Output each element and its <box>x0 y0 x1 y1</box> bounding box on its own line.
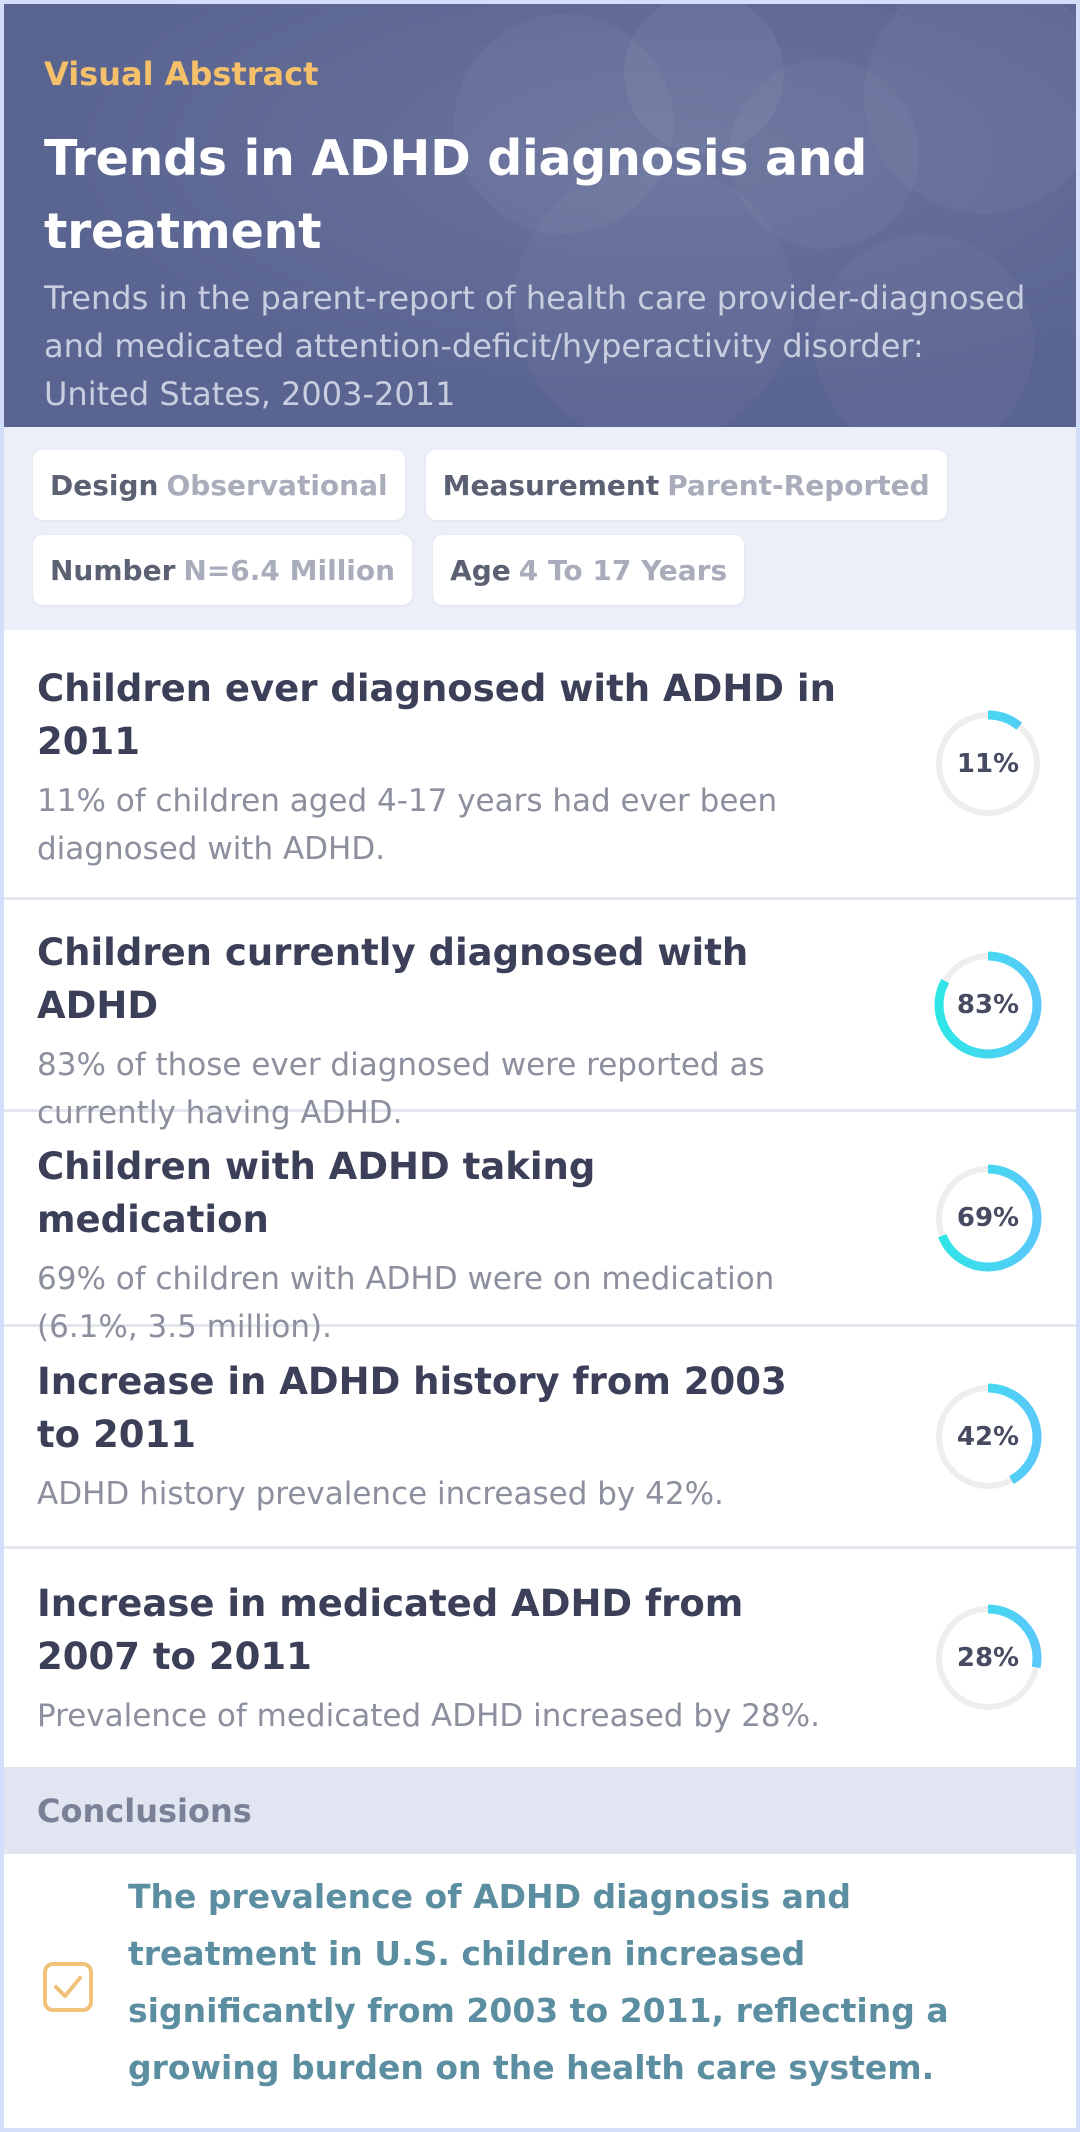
percent-label: 69% <box>956 1203 1020 1233</box>
finding-title: Children currently diagnosed with ADHD <box>37 931 749 1027</box>
chip-key: Measurement <box>442 468 660 502</box>
finding-medicated-increase: Increase in medicated ADHD from 2007 to … <box>4 1549 1076 1767</box>
chip-key: Age <box>450 553 511 587</box>
percent-label: 83% <box>956 989 1020 1020</box>
chip-value: N=6.4 Million <box>183 553 396 587</box>
ring-progress-arc <box>934 951 1042 1058</box>
conclusions-heading: Conclusions <box>4 1767 1076 1854</box>
conclusions-section: The prevalence of ADHD diagnosis and tre… <box>4 1854 1076 2096</box>
chip-value: Parent-Reported <box>667 468 930 502</box>
progress-ring: 69% <box>933 1163 1043 1273</box>
finding-description: 69% of children with ADHD were on medica… <box>37 1261 775 1345</box>
page-subtitle: Trends in the parent-report of health ca… <box>44 279 1026 413</box>
study-details: Design Observational Measurement Parent-… <box>4 427 1076 630</box>
progress-ring: 11% <box>933 709 1043 819</box>
chip-number: Number N=6.4 Million <box>33 535 413 605</box>
ring-progress-arc <box>934 1604 1042 1712</box>
conclusion-text: The prevalence of ADHD diagnosis and tre… <box>128 1877 949 2087</box>
header-banner: Visual Abstract Trends in ADHD diagnosis… <box>4 4 1076 427</box>
ring-progress-arc <box>934 710 1042 817</box>
progress-ring: 83% <box>933 950 1043 1060</box>
finding-taking-medication: Children with ADHD taking medication 69%… <box>4 1112 1076 1345</box>
chip-age: Age 4 To 17 Years <box>433 535 745 605</box>
finding-description: ADHD history prevalence increased by 42%… <box>37 1476 724 1512</box>
chip-key: Design <box>50 468 159 502</box>
chip-design: Design Observational <box>33 450 405 520</box>
finding-description: 83% of those ever diagnosed were reporte… <box>37 1047 765 1131</box>
finding-history-increase: Increase in ADHD history from 2003 to 20… <box>4 1327 1076 1549</box>
ring-progress-arc <box>934 1164 1042 1272</box>
percent-label: 28% <box>956 1643 1020 1673</box>
percent-label: 11% <box>956 748 1020 779</box>
eyebrow-label: Visual Abstract <box>44 55 319 93</box>
page-title: Trends in ADHD diagnosis and treatment <box>44 130 868 260</box>
finding-title: Increase in ADHD history from 2003 to 20… <box>37 1360 787 1456</box>
finding-title: Children with ADHD taking medication <box>37 1145 596 1241</box>
ring-progress-arc <box>934 1383 1042 1490</box>
chip-value: 4 To 17 Years <box>518 553 728 587</box>
finding-description: Prevalence of medicated ADHD increased b… <box>37 1698 820 1734</box>
finding-title: Increase in medicated ADHD from 2007 to … <box>37 1582 744 1678</box>
progress-ring: 42% <box>933 1382 1043 1492</box>
percent-label: 42% <box>956 1421 1020 1452</box>
chip-measurement: Measurement Parent-Reported <box>425 450 947 520</box>
checkbox-check-icon <box>43 1962 93 2012</box>
finding-ever-diagnosed: Children ever diagnosed with ADHD in 201… <box>4 630 1076 900</box>
chip-value: Observational <box>166 468 388 502</box>
progress-ring: 28% <box>933 1603 1043 1713</box>
finding-title: Children ever diagnosed with ADHD in 201… <box>37 667 836 763</box>
finding-description: 11% of children aged 4-17 years had ever… <box>37 783 778 867</box>
finding-currently-diagnosed: Children currently diagnosed with ADHD 8… <box>4 900 1076 1131</box>
chip-key: Number <box>50 553 176 587</box>
